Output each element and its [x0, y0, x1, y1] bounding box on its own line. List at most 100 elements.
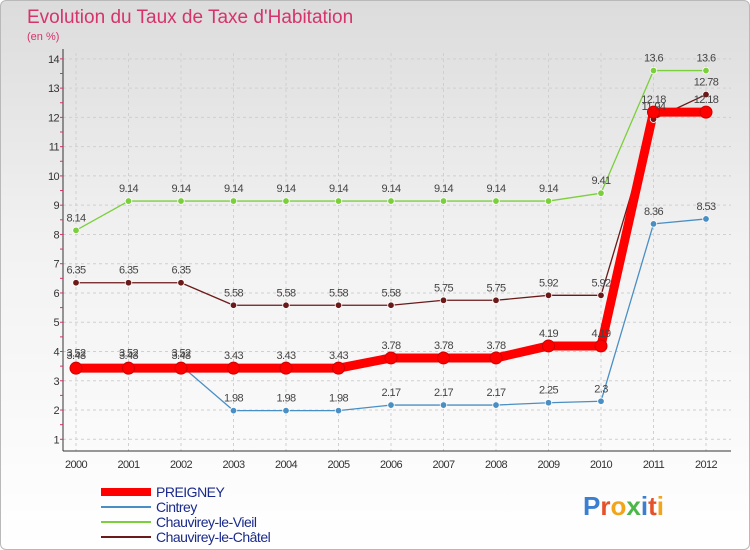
- legend-swatch: [101, 521, 151, 523]
- x-tick-label: 2000: [65, 459, 88, 471]
- data-point: [439, 197, 448, 205]
- data-point: [702, 66, 710, 75]
- data-label: 3.43: [119, 350, 138, 362]
- x-tick-label: 2001: [117, 459, 140, 471]
- y-tick-label: 7: [53, 259, 59, 271]
- x-tick-label: 2012: [695, 459, 718, 471]
- data-point: [439, 401, 448, 409]
- y-tick-label: 12: [48, 112, 60, 124]
- data-label: 5.58: [276, 287, 295, 299]
- data-point: [177, 197, 185, 205]
- x-tick-label: 2002: [170, 459, 193, 471]
- data-label: 2.17: [434, 387, 453, 399]
- data-label: 5.58: [329, 287, 348, 299]
- data-label: 5.92: [591, 277, 610, 289]
- data-point: [439, 296, 448, 304]
- logo-letter: o: [610, 491, 627, 521]
- data-label: 8.36: [644, 206, 663, 218]
- data-label: 13.6: [644, 53, 663, 65]
- legend-label: PREIGNEY: [156, 484, 225, 500]
- data-point: [387, 197, 395, 205]
- chart-subtitle: (en %): [27, 31, 60, 43]
- y-tick-label: 4: [53, 347, 59, 359]
- data-point: [334, 406, 343, 415]
- data-label: 4.19: [591, 328, 610, 340]
- data-label: 3.43: [224, 350, 243, 362]
- data-point: [544, 399, 553, 407]
- data-label: 2.3: [594, 383, 608, 395]
- logo-letter: P: [583, 491, 601, 521]
- data-point: [647, 105, 660, 119]
- x-tick-label: 2003: [222, 459, 245, 471]
- data-point: [702, 215, 710, 223]
- data-point: [332, 361, 345, 375]
- data-point: [544, 197, 553, 205]
- data-label: 3.43: [329, 350, 348, 362]
- data-label: 9.14: [329, 183, 348, 195]
- data-point: [227, 361, 240, 375]
- y-tick-label: 6: [53, 288, 59, 300]
- legend-swatch: [101, 536, 151, 538]
- data-point: [174, 361, 188, 375]
- x-tick-label: 2005: [327, 459, 350, 471]
- data-label: 3.78: [486, 340, 505, 352]
- logo-letter: t: [648, 491, 657, 521]
- data-point: [489, 351, 503, 365]
- logo-letter: r: [600, 491, 611, 521]
- data-point: [334, 197, 343, 205]
- data-label: 12.78: [694, 77, 719, 89]
- y-tick-label: 2: [53, 405, 59, 417]
- data-point: [597, 291, 605, 300]
- data-label: 3.78: [434, 340, 453, 352]
- y-tick-label: 10: [48, 171, 60, 183]
- x-tick-label: 2009: [537, 459, 560, 471]
- data-label: 8.14: [66, 212, 85, 224]
- data-point: [384, 351, 398, 365]
- data-label: 3.52: [171, 348, 190, 360]
- data-label: 3.52: [119, 348, 138, 360]
- x-tick-label: 2007: [432, 459, 455, 471]
- data-point: [124, 279, 133, 287]
- data-label: 12.18: [694, 94, 719, 106]
- data-point: [334, 301, 343, 309]
- data-label: 9.14: [434, 183, 453, 195]
- data-label: 2.17: [381, 387, 400, 399]
- logo-letter: x: [626, 491, 641, 521]
- data-label: 9.14: [224, 183, 243, 195]
- data-label: 11.94: [642, 101, 666, 113]
- data-point: [492, 296, 500, 304]
- data-label: 1.98: [329, 393, 348, 405]
- data-label: 6.35: [171, 265, 190, 277]
- chart-title: Evolution du Taux de Taxe d'Habitation: [27, 7, 354, 28]
- x-tick-label: 2008: [485, 459, 508, 471]
- y-tick-label: 8: [53, 229, 59, 241]
- data-label: 8.53: [696, 201, 715, 213]
- data-point: [492, 401, 500, 409]
- data-point: [544, 291, 553, 300]
- data-label: 9.14: [119, 183, 138, 195]
- x-tick-label: 2010: [590, 459, 613, 471]
- data-point: [229, 406, 238, 415]
- data-label: 5.75: [434, 282, 453, 294]
- data-point: [597, 189, 605, 197]
- data-point: [282, 406, 290, 415]
- data-label: 9.14: [171, 183, 190, 195]
- data-point: [282, 301, 290, 309]
- legend-swatch: [101, 488, 151, 496]
- x-tick-label: 2011: [643, 459, 665, 471]
- data-point: [437, 351, 450, 365]
- proxiti-logo: Proxiti: [583, 491, 664, 522]
- data-point: [387, 301, 395, 309]
- gridlines: [63, 53, 731, 451]
- data-label: 9.14: [276, 183, 295, 195]
- y-tick-label: 13: [48, 83, 60, 95]
- data-label: 2.17: [486, 387, 505, 399]
- data-label: 2.25: [539, 385, 558, 397]
- data-label: 3.43: [66, 350, 85, 362]
- data-point: [699, 105, 713, 119]
- data-label: 12.18: [641, 94, 666, 106]
- data-point: [282, 197, 290, 205]
- logo-letter: i: [640, 491, 649, 521]
- y-tick-label: 3: [53, 376, 59, 388]
